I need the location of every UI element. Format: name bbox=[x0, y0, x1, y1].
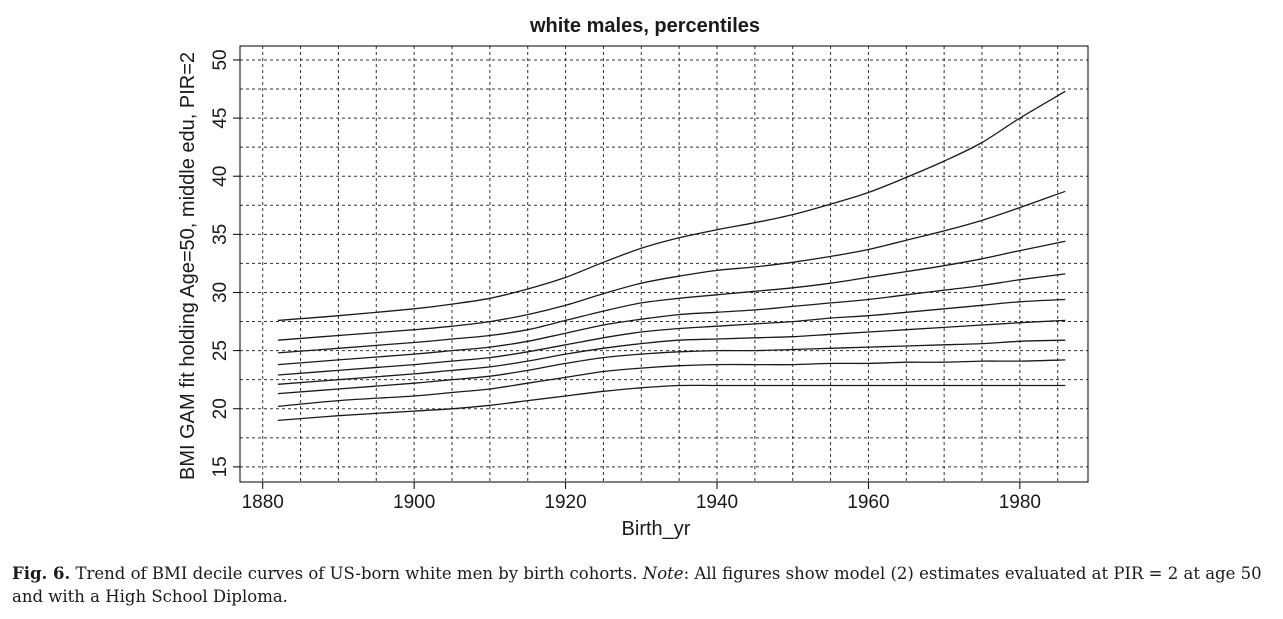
y-tick-label: 45 bbox=[210, 108, 231, 129]
series-layer bbox=[277, 90, 1066, 422]
y-tick-label: 50 bbox=[210, 49, 231, 70]
x-tick-label: 1960 bbox=[847, 492, 889, 513]
series-line bbox=[277, 273, 1066, 366]
series-line bbox=[277, 319, 1066, 385]
caption-note-label: Note bbox=[642, 564, 684, 583]
series-line bbox=[277, 90, 1066, 322]
y-tick-label: 40 bbox=[210, 166, 231, 187]
grid-layer bbox=[240, 46, 1088, 482]
x-axis-label: Birth_yr bbox=[622, 518, 691, 540]
caption-figure-label: Fig. 6. bbox=[12, 564, 71, 583]
axis-layer: 1880 1900 1920 1940 1960 1980 15 20 25 30 35 40 45 50 bbox=[210, 49, 1041, 513]
series-line bbox=[277, 190, 1066, 341]
y-tick-label: 25 bbox=[210, 340, 231, 361]
x-tick-label: 1900 bbox=[393, 492, 435, 513]
series-line bbox=[277, 298, 1066, 376]
series-line bbox=[277, 359, 1066, 408]
series-line bbox=[277, 339, 1066, 395]
chart-title: white males, percentiles bbox=[529, 15, 760, 37]
y-axis-label: BMI GAM fit holding Age=50, middle edu, … bbox=[177, 52, 199, 480]
y-tick-label: 35 bbox=[210, 224, 231, 245]
series-line bbox=[277, 384, 1066, 422]
y-tick-label: 30 bbox=[210, 282, 231, 303]
caption-text: Trend of BMI decile curves of US-born wh… bbox=[70, 564, 643, 583]
plot-frame bbox=[239, 45, 1089, 483]
x-tick-label: 1940 bbox=[696, 492, 738, 513]
series-line bbox=[277, 240, 1066, 354]
y-tick-label: 15 bbox=[210, 456, 231, 477]
x-tick-label: 1880 bbox=[242, 492, 284, 513]
x-tick-label: 1920 bbox=[544, 492, 586, 513]
figure-caption: Fig. 6. Trend of BMI decile curves of US… bbox=[12, 562, 1274, 608]
y-tick-label: 20 bbox=[210, 398, 231, 419]
chart-figure: 1880 1900 1920 1940 1960 1980 15 20 25 30 35 40 45 50… bbox=[177, 15, 1089, 540]
chart-svg: 1880 1900 1920 1940 1960 1980 15 20 25 30 35 40 45 50… bbox=[177, 15, 1089, 540]
x-tick-label: 1980 bbox=[999, 492, 1041, 513]
caption-text-continued: : All figures show model (2) estimates e… bbox=[12, 564, 1262, 606]
